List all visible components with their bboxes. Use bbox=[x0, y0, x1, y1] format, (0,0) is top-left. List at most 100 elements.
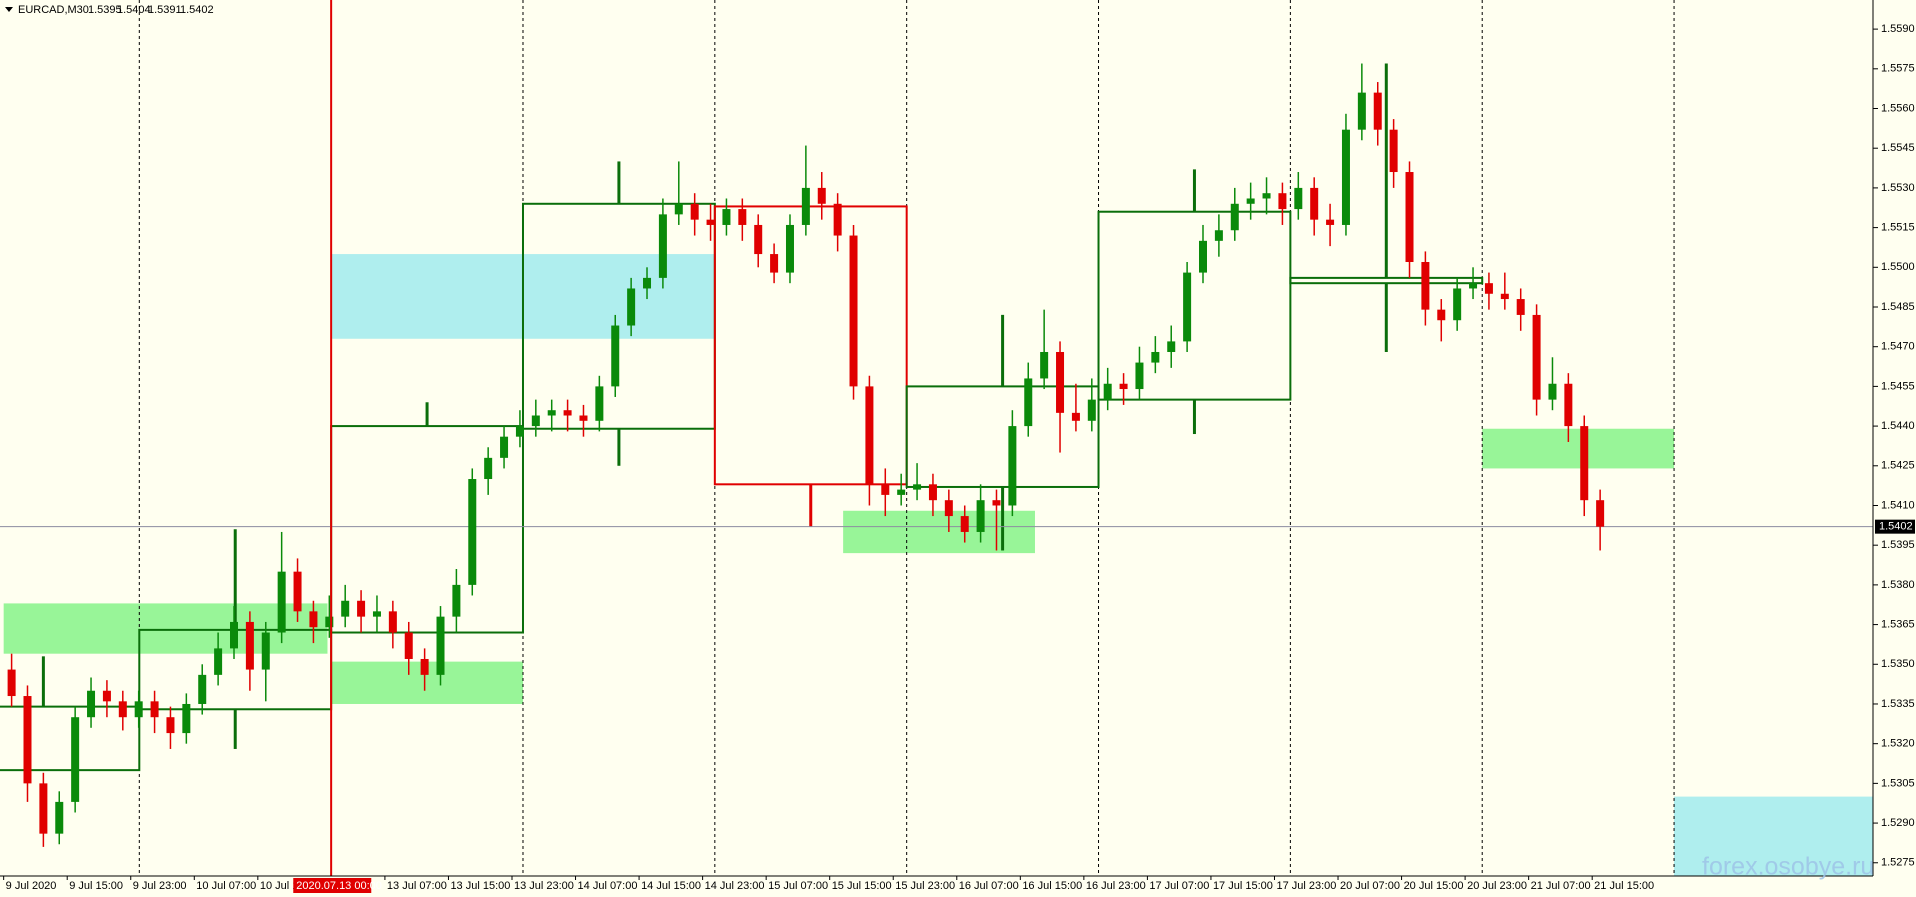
candle-body bbox=[1119, 383, 1128, 390]
candle-body bbox=[214, 648, 223, 675]
x-tick-label: 13 Jul 07:00 bbox=[387, 880, 447, 892]
y-tick-label: 1.5365 bbox=[1881, 618, 1915, 630]
y-tick-label: 1.5410 bbox=[1881, 499, 1915, 511]
y-tick-label: 1.5335 bbox=[1881, 698, 1915, 710]
candle-body bbox=[420, 658, 429, 675]
candle-body bbox=[674, 203, 683, 215]
candle-body bbox=[55, 801, 64, 834]
candle-body bbox=[1310, 187, 1319, 220]
candle-body bbox=[1246, 198, 1255, 204]
x-tick-label: 17 Jul 07:00 bbox=[1149, 880, 1209, 892]
x-tick-label: 9 Jul 15:00 bbox=[69, 880, 123, 892]
candle-body bbox=[913, 484, 922, 490]
candle-body bbox=[1500, 293, 1509, 300]
candle-body bbox=[595, 386, 604, 421]
x-tick-label: 14 Jul 07:00 bbox=[578, 880, 638, 892]
candle-body bbox=[277, 571, 286, 633]
candle-body bbox=[134, 701, 143, 718]
zone bbox=[1482, 428, 1675, 469]
candle-body bbox=[309, 611, 318, 628]
candle-body bbox=[261, 632, 270, 670]
candle-body bbox=[1373, 92, 1382, 130]
x-tick-label: 21 Jul 15:00 bbox=[1594, 880, 1654, 892]
candle-body bbox=[1516, 299, 1525, 315]
candle-body bbox=[1024, 378, 1033, 427]
candle-body bbox=[785, 224, 794, 273]
x-tick-label: 15 Jul 23:00 bbox=[895, 880, 955, 892]
x-tick-label: 13 Jul 15:00 bbox=[450, 880, 510, 892]
candle-body bbox=[817, 187, 826, 204]
candle-body bbox=[547, 410, 556, 416]
candle-body bbox=[23, 696, 32, 784]
candle-body bbox=[1326, 219, 1335, 225]
candle-body bbox=[372, 611, 381, 617]
candle-body bbox=[1056, 351, 1065, 413]
candle-body bbox=[944, 500, 953, 517]
candle-body bbox=[452, 584, 461, 617]
candle-body bbox=[1469, 283, 1478, 289]
candle-body bbox=[1453, 288, 1462, 321]
candle-body bbox=[627, 288, 636, 326]
x-tick-label: 9 Jul 23:00 bbox=[133, 880, 187, 892]
candle-body bbox=[71, 717, 80, 802]
current-price-box bbox=[1875, 519, 1915, 534]
y-tick-label: 1.5500 bbox=[1881, 261, 1915, 273]
menu-triangle[interactable] bbox=[5, 7, 13, 12]
candle-body bbox=[897, 489, 906, 495]
candle-body bbox=[960, 516, 969, 532]
candle-body bbox=[611, 325, 620, 387]
candle-body bbox=[293, 571, 302, 612]
x-tick-label: 15 Jul 15:00 bbox=[832, 880, 892, 892]
candle-body bbox=[690, 203, 699, 220]
candle-body bbox=[102, 690, 111, 702]
candle-body bbox=[1484, 283, 1493, 294]
y-tick-label: 1.5290 bbox=[1881, 817, 1915, 829]
candle-body bbox=[1135, 362, 1144, 390]
candle-body bbox=[1294, 187, 1303, 210]
candle-body bbox=[754, 224, 763, 255]
candle-body bbox=[706, 219, 715, 225]
candle-body bbox=[341, 600, 350, 617]
candle-body bbox=[357, 600, 366, 617]
x-tick-label: 20 Jul 15:00 bbox=[1404, 880, 1464, 892]
crosshair-label: 2020.07.13 00:00 bbox=[296, 880, 382, 892]
candle-body bbox=[1040, 351, 1049, 379]
candle-body bbox=[1405, 172, 1414, 263]
candle-body bbox=[1087, 399, 1096, 421]
candle-body bbox=[531, 415, 540, 427]
candle-body bbox=[1389, 129, 1398, 173]
header-value: 1.5391 bbox=[148, 4, 182, 16]
candle-body bbox=[325, 616, 334, 628]
x-tick-label: 9 Jul 2020 bbox=[6, 880, 57, 892]
candle-body bbox=[1532, 314, 1541, 400]
candle-body bbox=[865, 386, 874, 485]
candle-body bbox=[738, 209, 747, 225]
candle-body bbox=[1151, 351, 1160, 363]
x-tick-label: 15 Jul 07:00 bbox=[768, 880, 828, 892]
x-tick-label: 14 Jul 23:00 bbox=[705, 880, 765, 892]
y-tick-label: 1.5320 bbox=[1881, 738, 1915, 750]
candle-body bbox=[230, 621, 239, 649]
y-tick-label: 1.5485 bbox=[1881, 301, 1915, 313]
candle-body bbox=[928, 484, 937, 501]
candle-body bbox=[976, 500, 985, 532]
x-tick-label: 21 Jul 07:00 bbox=[1531, 880, 1591, 892]
y-tick-label: 1.5440 bbox=[1881, 420, 1915, 432]
header-value: 1.5402 bbox=[180, 4, 214, 16]
y-tick-label: 1.5455 bbox=[1881, 380, 1915, 392]
candle-body bbox=[515, 426, 524, 437]
candle-body bbox=[468, 479, 477, 585]
candle-body bbox=[245, 621, 254, 670]
candle-body bbox=[436, 616, 445, 675]
candle-body bbox=[1564, 383, 1573, 427]
watermark: forex.osobye.ru bbox=[1702, 853, 1874, 881]
candle-body bbox=[849, 235, 858, 387]
y-tick-label: 1.5425 bbox=[1881, 460, 1915, 472]
zone bbox=[843, 510, 1035, 554]
x-tick-label: 20 Jul 07:00 bbox=[1340, 880, 1400, 892]
plot-area bbox=[0, 0, 1873, 876]
x-tick-label: 10 Jul 07:00 bbox=[196, 880, 256, 892]
y-tick-label: 1.5380 bbox=[1881, 579, 1915, 591]
zone bbox=[1674, 796, 1873, 876]
